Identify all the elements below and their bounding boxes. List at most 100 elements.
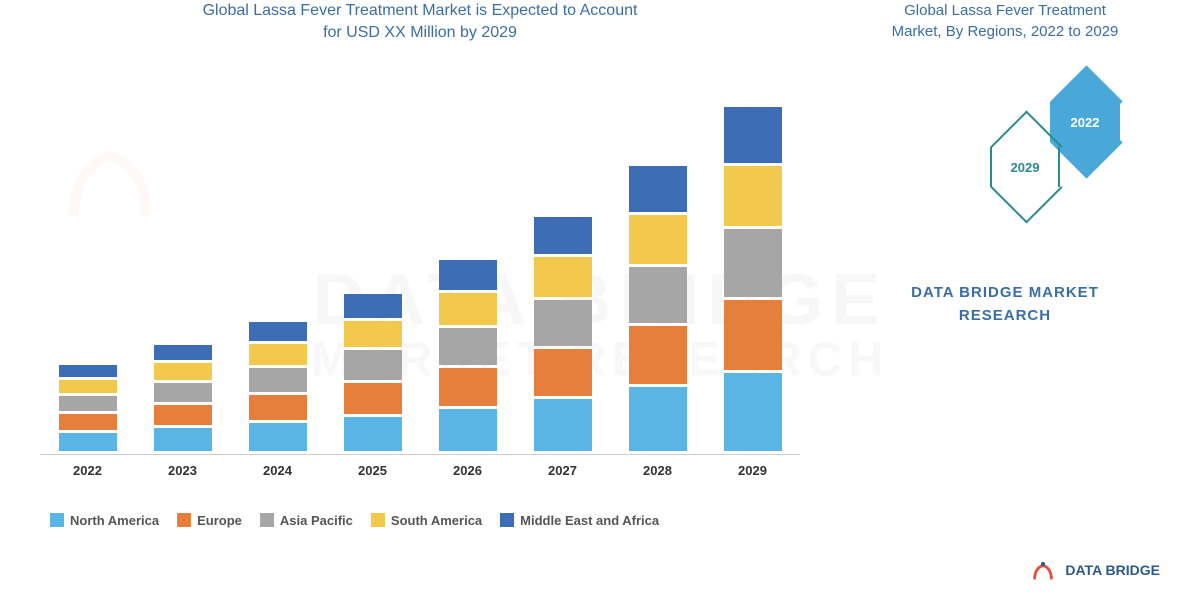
chart-area: 2022 2023 2024 2025 2026 2027 2028 2029 xyxy=(40,75,800,495)
x-axis-label: 2029 xyxy=(713,463,793,478)
hex-2022-label: 2022 xyxy=(1071,115,1100,130)
bar-segment xyxy=(534,399,592,451)
bar-segment xyxy=(59,380,117,393)
bar-segment xyxy=(344,350,402,380)
stacked-bar xyxy=(534,217,592,454)
hex-2029-label: 2029 xyxy=(1011,160,1040,175)
bar-group xyxy=(143,345,223,454)
bar-segment xyxy=(534,349,592,396)
legend-label: North America xyxy=(70,513,159,528)
bar-segment xyxy=(724,300,782,370)
stacked-bar xyxy=(249,322,307,454)
hexagon-group: 2022 2029 xyxy=(840,72,1170,222)
stacked-bar xyxy=(724,107,782,454)
bar-segment xyxy=(249,368,307,392)
hexagon-2029: 2029 xyxy=(990,127,1060,207)
bar-segment xyxy=(629,326,687,384)
bar-segment xyxy=(439,260,497,290)
x-axis-label: 2024 xyxy=(238,463,318,478)
legend-item: Asia Pacific xyxy=(260,513,353,528)
bar-segment xyxy=(154,428,212,451)
bar-segment xyxy=(534,257,592,297)
bar-segment xyxy=(629,215,687,264)
legend-label: South America xyxy=(391,513,482,528)
brand-text: DATA BRIDGE MARKET RESEARCH xyxy=(840,282,1170,327)
bar-segment xyxy=(154,405,212,425)
bar-segment xyxy=(629,166,687,212)
x-axis-label: 2025 xyxy=(333,463,413,478)
legend-swatch xyxy=(260,513,274,527)
legend-label: Europe xyxy=(197,513,242,528)
bar-segment xyxy=(439,409,497,451)
main-container: Global Lassa Fever Treatment Market is E… xyxy=(0,0,1200,600)
chart-panel: Global Lassa Fever Treatment Market is E… xyxy=(0,0,820,600)
side-title-line2: Market, By Regions, 2022 to 2029 xyxy=(892,23,1119,40)
legend-item: North America xyxy=(50,513,159,528)
chart-title-line2: for USD XX Million by 2029 xyxy=(323,24,517,41)
bar-segment xyxy=(534,217,592,254)
x-axis-label: 2022 xyxy=(48,463,128,478)
bar-segment xyxy=(154,363,212,380)
x-axis-label: 2023 xyxy=(143,463,223,478)
bar-group xyxy=(333,294,413,454)
stacked-bar xyxy=(154,345,212,454)
bar-segment xyxy=(724,373,782,451)
bar-segment xyxy=(59,365,117,377)
bar-segment xyxy=(344,321,402,347)
legend-label: Middle East and Africa xyxy=(520,513,659,528)
x-axis-label: 2026 xyxy=(428,463,508,478)
bar-segment xyxy=(534,300,592,346)
bar-segment xyxy=(59,433,117,451)
legend-swatch xyxy=(50,513,64,527)
bar-group xyxy=(428,260,508,454)
bars-container xyxy=(40,75,800,455)
bar-group xyxy=(523,217,603,454)
chart-legend: North America Europe Asia Pacific South Ame… xyxy=(40,513,800,528)
legend-item: Middle East and Africa xyxy=(500,513,659,528)
stacked-bar xyxy=(59,365,117,454)
x-axis-label: 2028 xyxy=(618,463,698,478)
chart-title: Global Lassa Fever Treatment Market is E… xyxy=(40,0,800,65)
bar-segment xyxy=(249,423,307,451)
bar-group xyxy=(238,322,318,454)
stacked-bar xyxy=(439,260,497,454)
bar-segment xyxy=(249,395,307,420)
bar-segment xyxy=(439,328,497,365)
bar-segment xyxy=(154,383,212,402)
side-title-line1: Global Lassa Fever Treatment xyxy=(904,2,1106,19)
legend-swatch xyxy=(500,513,514,527)
side-panel: Global Lassa Fever Treatment Market, By … xyxy=(820,0,1200,600)
brand-line1: DATA BRIDGE MARKET xyxy=(911,284,1099,301)
bar-segment xyxy=(724,166,782,226)
bar-segment xyxy=(439,368,497,406)
legend-swatch xyxy=(177,513,191,527)
legend-item: South America xyxy=(371,513,482,528)
bar-group xyxy=(618,166,698,454)
bar-group xyxy=(48,365,128,454)
bar-segment xyxy=(629,267,687,323)
bar-segment xyxy=(249,322,307,341)
bar-segment xyxy=(59,396,117,411)
bar-segment xyxy=(154,345,212,360)
brand-line2: RESEARCH xyxy=(959,307,1051,324)
bar-segment xyxy=(439,293,497,325)
bar-segment xyxy=(59,414,117,430)
legend-item: Europe xyxy=(177,513,242,528)
stacked-bar xyxy=(344,294,402,454)
hexagon-2022: 2022 xyxy=(1050,82,1120,162)
bar-segment xyxy=(344,294,402,318)
bar-segment xyxy=(344,417,402,451)
x-axis-label: 2027 xyxy=(523,463,603,478)
side-title: Global Lassa Fever Treatment Market, By … xyxy=(840,0,1170,42)
stacked-bar xyxy=(629,166,687,454)
bar-group xyxy=(713,107,793,454)
x-axis-labels: 2022 2023 2024 2025 2026 2027 2028 2029 xyxy=(40,463,800,478)
bar-segment xyxy=(724,107,782,163)
legend-swatch xyxy=(371,513,385,527)
bar-segment xyxy=(344,383,402,414)
bar-segment xyxy=(724,229,782,297)
chart-title-line1: Global Lassa Fever Treatment Market is E… xyxy=(203,2,638,19)
bar-segment xyxy=(249,344,307,365)
legend-label: Asia Pacific xyxy=(280,513,353,528)
bar-segment xyxy=(629,387,687,451)
